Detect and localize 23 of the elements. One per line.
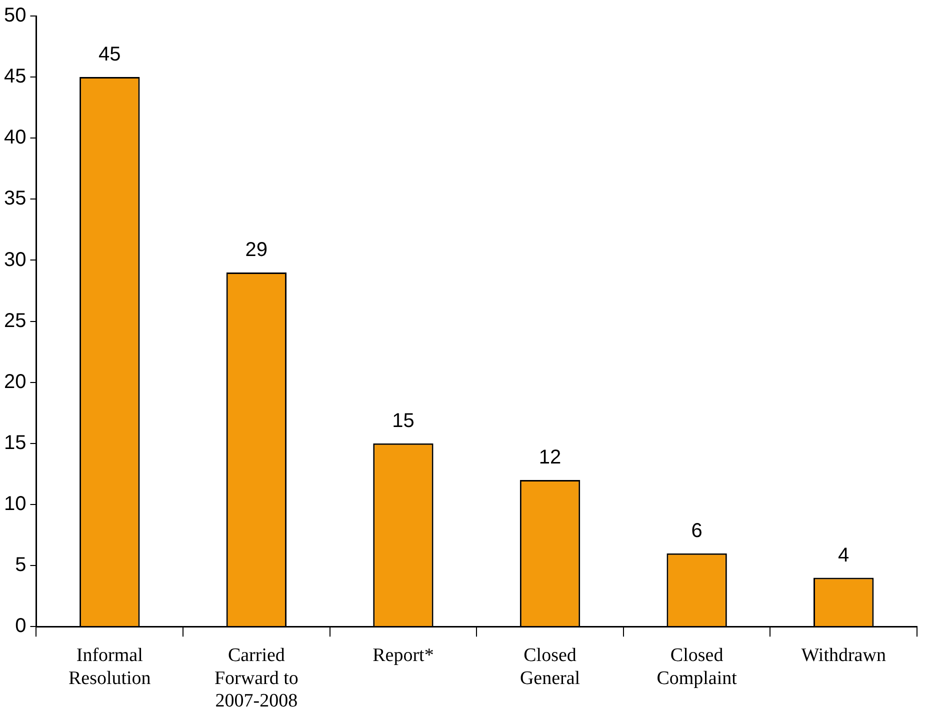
x-tick-label: Informal Resolution bbox=[68, 644, 152, 689]
x-tick-label: Report* bbox=[372, 644, 434, 666]
data-label: 29 bbox=[245, 238, 268, 261]
y-tick-label: 50 bbox=[4, 4, 26, 27]
data-label: 15 bbox=[392, 410, 414, 432]
x-tick-label: Closed Complaint bbox=[656, 644, 738, 689]
y-tick-label: 15 bbox=[4, 432, 26, 454]
x-tick-label: Carried Forward to 2007-2008 bbox=[214, 644, 298, 712]
y-tick-label: 25 bbox=[4, 310, 26, 332]
x-tick-label: Withdrawn bbox=[801, 644, 886, 666]
y-tick-label: 20 bbox=[4, 370, 26, 393]
y-tick-label: 0 bbox=[15, 615, 26, 638]
data-label: 12 bbox=[538, 446, 562, 469]
y-tick-label: 35 bbox=[4, 188, 26, 210]
y-tick-label: 30 bbox=[4, 248, 26, 271]
y-tick-label: 45 bbox=[4, 66, 26, 88]
y-tick-label: 10 bbox=[4, 492, 26, 515]
y-tick-label: 5 bbox=[15, 554, 26, 576]
x-tick-label: Closed General bbox=[520, 644, 580, 689]
y-tick-label: 40 bbox=[4, 126, 26, 149]
data-label: 45 bbox=[98, 44, 121, 66]
data-label: 4 bbox=[838, 544, 850, 566]
data-label: 6 bbox=[691, 520, 702, 542]
